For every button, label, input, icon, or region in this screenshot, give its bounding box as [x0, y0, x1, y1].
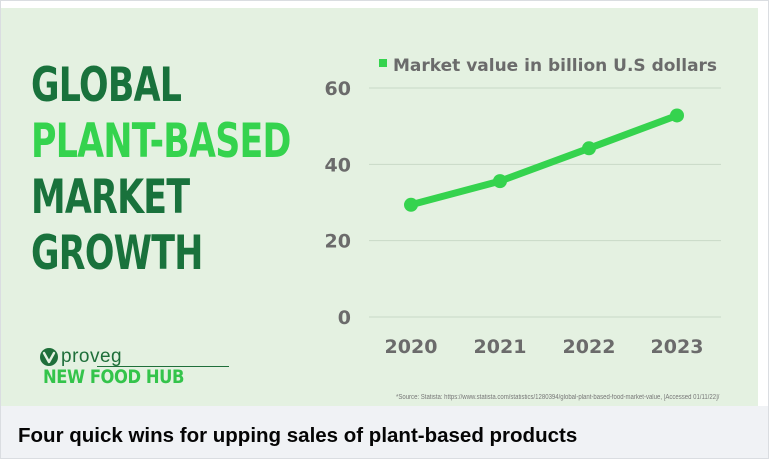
data-point-2020	[404, 197, 418, 212]
headline-line-3: MARKET	[31, 170, 190, 225]
chart-legend: Market value in billion U.S dollars	[379, 56, 717, 76]
series-layer	[404, 108, 684, 212]
infographic: GLOBAL PLANT-BASED MARKET GROWTH proveg …	[1, 8, 758, 406]
legend-marker	[379, 59, 387, 67]
line-chart: 0 20 40 60 2020 2021 2022 2023 Market value in…	[325, 56, 721, 358]
headline-line-2: PLANT-BASED	[31, 114, 291, 169]
y-tick-label: 40	[325, 154, 351, 176]
caption-title[interactable]: Four quick wins for upping sales of plan…	[18, 424, 578, 447]
headline-line-4: GROWTH	[31, 226, 203, 281]
series-line	[407, 111, 681, 209]
x-tick-label: 2021	[474, 336, 527, 358]
caption-bar[interactable]: Four quick wins for upping sales of plan…	[1, 406, 768, 458]
leaf-icon	[40, 348, 58, 366]
data-point-2023	[670, 108, 684, 123]
x-tick-label: 2022	[563, 336, 616, 358]
data-point-2021	[493, 174, 507, 189]
logo-new-food-hub: NEW FOOD HUB	[43, 366, 184, 388]
legend-label: Market value in billion U.S dollars	[393, 56, 717, 76]
source-note: *Source: Statista: https://www.statista.…	[396, 394, 720, 401]
y-tick-label: 0	[338, 307, 351, 329]
headline: GLOBAL PLANT-BASED MARKET GROWTH	[31, 58, 291, 282]
logo-divider	[97, 366, 229, 367]
x-tick-label: 2023	[651, 336, 704, 358]
x-tick-label: 2020	[385, 336, 438, 358]
headline-line-1: GLOBAL	[31, 58, 182, 113]
y-tick-label: 20	[325, 231, 351, 253]
y-tick-label: 60	[325, 78, 351, 100]
logo-wordmark: proveg	[61, 346, 123, 367]
data-point-2022	[582, 141, 596, 156]
y-axis-ticks: 0 20 40 60	[325, 78, 351, 329]
x-axis-ticks: 2020 2021 2022 2023	[385, 336, 704, 358]
